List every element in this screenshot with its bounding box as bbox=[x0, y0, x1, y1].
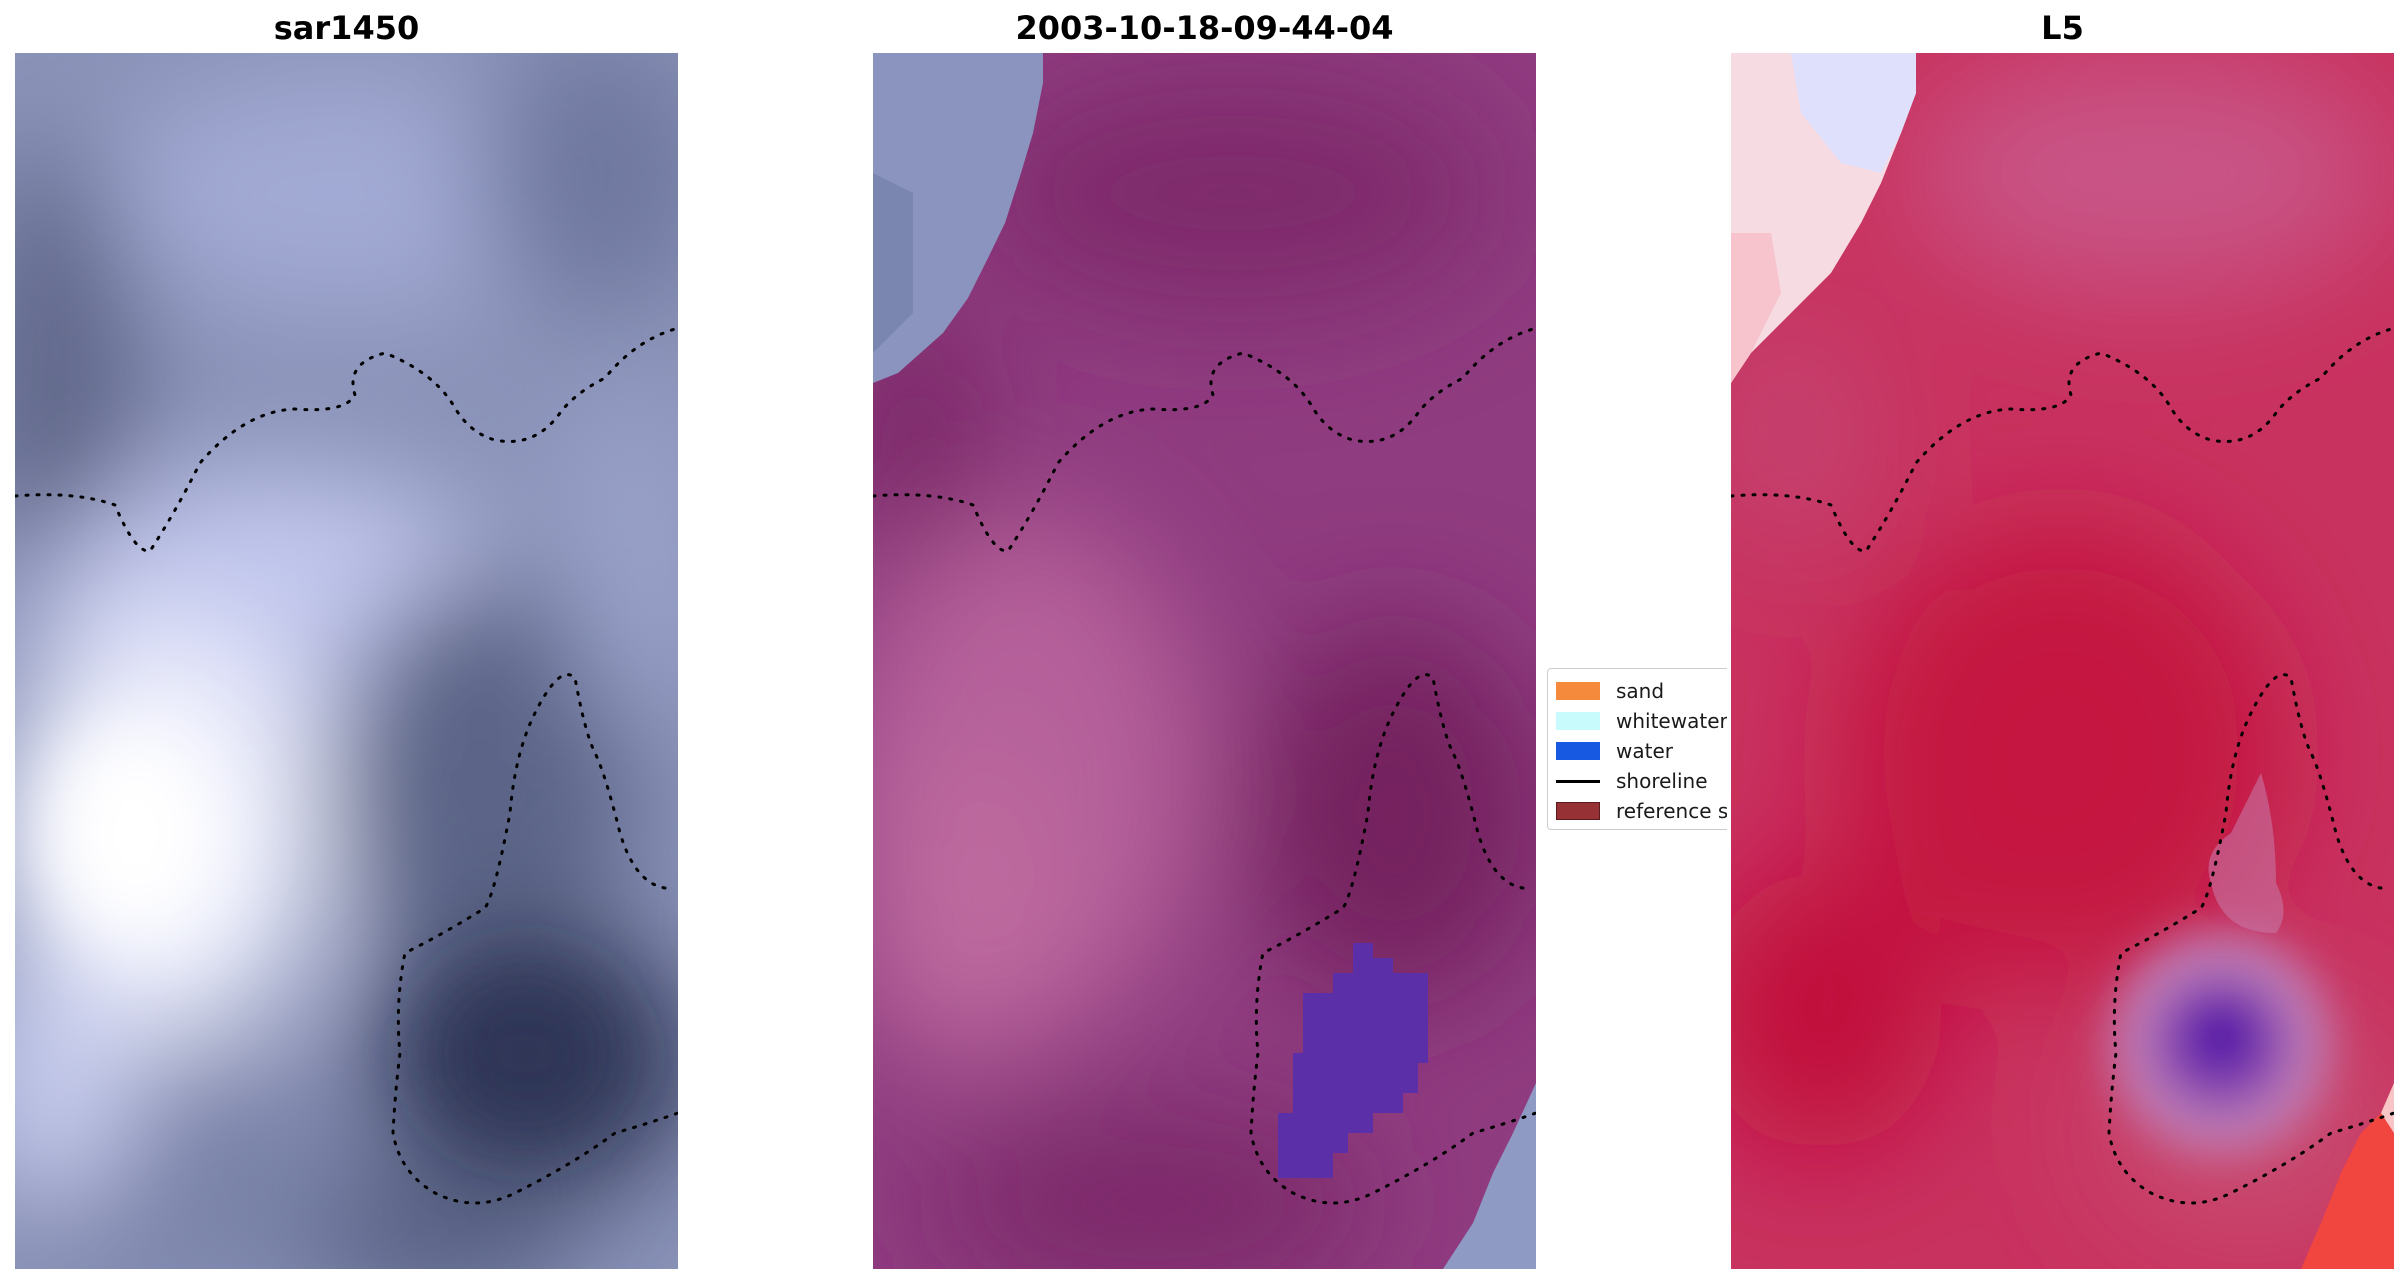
legend-label: shoreline bbox=[1616, 769, 1708, 793]
panel-title-date: 2003-10-18-09-44-04 bbox=[1015, 9, 1394, 47]
legend-item-reference: reference s bbox=[1556, 799, 1727, 823]
legend-item-sand: sand bbox=[1556, 679, 1664, 703]
legend-label: reference s bbox=[1616, 799, 1727, 823]
legend: sand whitewater water shoreline referenc… bbox=[1547, 668, 1727, 830]
whitewater-swatch bbox=[1556, 712, 1600, 730]
sar-image bbox=[15, 53, 678, 1269]
legend-label: water bbox=[1616, 739, 1673, 763]
l5-image bbox=[1731, 53, 2394, 1269]
panel-title-sar: sar1450 bbox=[273, 9, 420, 47]
sar-image-panel bbox=[15, 53, 678, 1269]
shoreline-top bbox=[15, 327, 677, 553]
composite-image-panel bbox=[873, 53, 1536, 1269]
legend-item-shoreline: shoreline bbox=[1556, 769, 1708, 793]
composite-image bbox=[873, 53, 1536, 1269]
shoreline-line-swatch bbox=[1556, 779, 1600, 783]
shoreline-bottom bbox=[391, 673, 678, 1205]
water-swatch bbox=[1556, 742, 1600, 760]
water-mask bbox=[1278, 943, 1428, 1178]
panel-title-l5: L5 bbox=[2041, 9, 2084, 47]
legend-label: sand bbox=[1616, 679, 1665, 703]
legend-label: whitewater bbox=[1616, 709, 1727, 733]
legend-item-whitewater: whitewater bbox=[1556, 709, 1727, 733]
reference-swatch bbox=[1556, 802, 1600, 820]
l5-image-panel bbox=[1731, 53, 2394, 1269]
sand-swatch bbox=[1556, 682, 1600, 700]
legend-item-water: water bbox=[1556, 739, 1673, 763]
